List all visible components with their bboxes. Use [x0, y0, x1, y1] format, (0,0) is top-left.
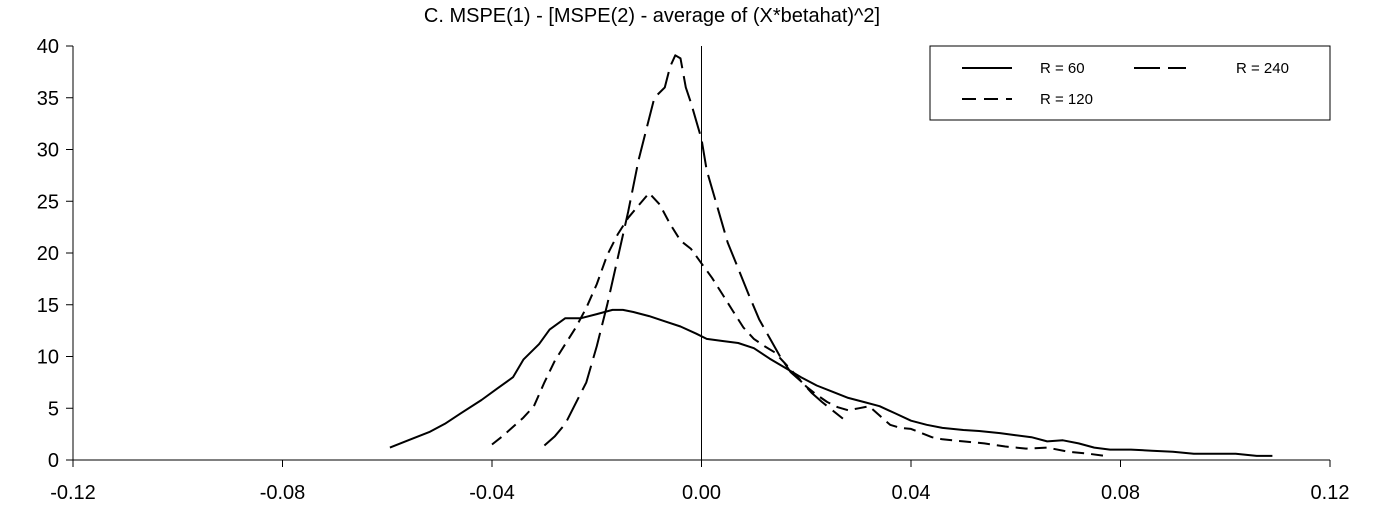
legend: R = 60 R = 120 R = 240 — [929, 45, 1331, 121]
x-tick-label: -0.04 — [469, 482, 515, 504]
y-tick-label: 40 — [37, 36, 59, 58]
series-line-1 — [389, 308, 1273, 457]
y-tick-label: 5 — [48, 398, 59, 420]
x-tick-label: 0.12 — [1311, 482, 1350, 504]
x-tick-label: -0.08 — [260, 482, 306, 504]
legend-box — [929, 45, 1331, 121]
y-tick-label: 10 — [37, 347, 59, 369]
legend-label-2: R = 120 — [1040, 91, 1093, 108]
plot-lines — [389, 54, 1273, 457]
x-tick-label: 0.00 — [682, 482, 721, 504]
series-line-3 — [543, 54, 844, 447]
y-tick-label: 30 — [37, 140, 59, 162]
x-tick-label: 0.04 — [892, 482, 931, 504]
axes: 0 5 10 15 20 25 30 35 40 -0.12 -0.08 -0.04 0.00 0.04 0… — [37, 36, 1350, 504]
y-tick-label: 35 — [37, 88, 59, 110]
legend-label-1: R = 60 — [1040, 60, 1085, 77]
x-tick-label: -0.12 — [50, 482, 96, 504]
y-tick-label: 20 — [37, 243, 59, 265]
series-line-2 — [491, 192, 1105, 457]
x-tick-label: 0.08 — [1101, 482, 1140, 504]
chart-title: C. MSPE(1) - [MSPE(2) - average of (X*be… — [424, 5, 880, 27]
y-tick-label: 0 — [48, 450, 59, 472]
legend-label-3: R = 240 — [1236, 60, 1289, 77]
y-tick-label: 25 — [37, 191, 59, 213]
y-tick-label: 15 — [37, 295, 59, 317]
